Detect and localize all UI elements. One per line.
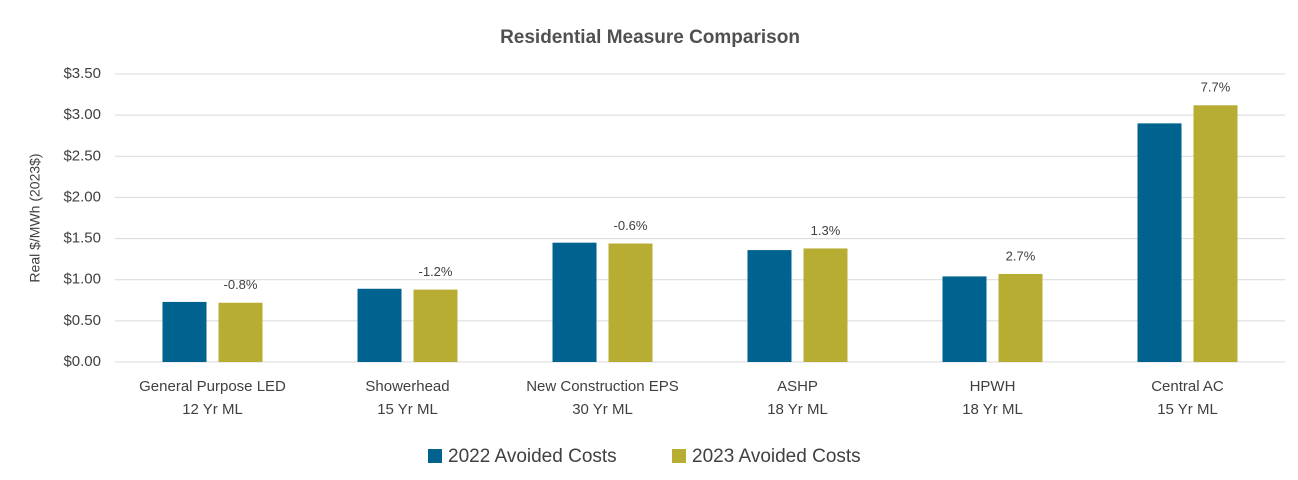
legend-swatch	[428, 449, 442, 463]
bar	[357, 288, 402, 362]
x-tick-label: 18 Yr ML	[962, 401, 1023, 418]
y-tick-label: $0.50	[63, 312, 101, 329]
annotation: -1.2%	[419, 264, 453, 279]
y-tick-label: $3.00	[63, 106, 101, 123]
bar	[413, 289, 458, 362]
x-tick-label: New Construction EPS	[526, 378, 679, 395]
x-tick-label: HPWH	[970, 378, 1016, 395]
bar	[218, 302, 263, 362]
bar	[998, 273, 1043, 362]
bar	[1193, 105, 1238, 363]
y-tick-label: $0.00	[63, 353, 101, 370]
x-tick-label: Central AC	[1151, 378, 1224, 395]
annotation: -0.8%	[224, 277, 258, 292]
y-axis-label: Real $/MWh (2023$)	[27, 153, 43, 282]
legend-label: 2023 Avoided Costs	[692, 446, 861, 467]
x-tick-label: General Purpose LED	[139, 378, 286, 395]
y-tick-label: $2.50	[63, 147, 101, 164]
y-tick-label: $1.50	[63, 230, 101, 247]
y-tick-label: $1.00	[63, 271, 101, 288]
bar	[942, 276, 987, 362]
x-tick-label: 18 Yr ML	[767, 401, 828, 418]
x-tick-label: 12 Yr ML	[182, 401, 243, 418]
bar	[1137, 123, 1182, 362]
bar	[162, 301, 207, 362]
x-tick-label: Showerhead	[365, 378, 449, 395]
legend-label: 2022 Avoided Costs	[448, 446, 617, 467]
bar	[608, 243, 653, 362]
chart-title: Residential Measure Comparison	[500, 27, 800, 48]
bar	[747, 250, 792, 362]
annotation: 7.7%	[1201, 80, 1231, 95]
x-tick-label: 15 Yr ML	[1157, 401, 1218, 418]
x-tick-label: ASHP	[777, 378, 818, 395]
y-tick-label: $3.50	[63, 65, 101, 82]
annotation: 1.3%	[811, 223, 841, 238]
bar	[803, 248, 848, 362]
annotation: 2.7%	[1006, 248, 1036, 263]
annotation: -0.6%	[614, 218, 648, 233]
legend-swatch	[672, 449, 686, 463]
y-tick-label: $2.00	[63, 188, 101, 205]
x-tick-label: 15 Yr ML	[377, 401, 438, 418]
bar	[552, 242, 597, 362]
x-tick-label: 30 Yr ML	[572, 401, 633, 418]
